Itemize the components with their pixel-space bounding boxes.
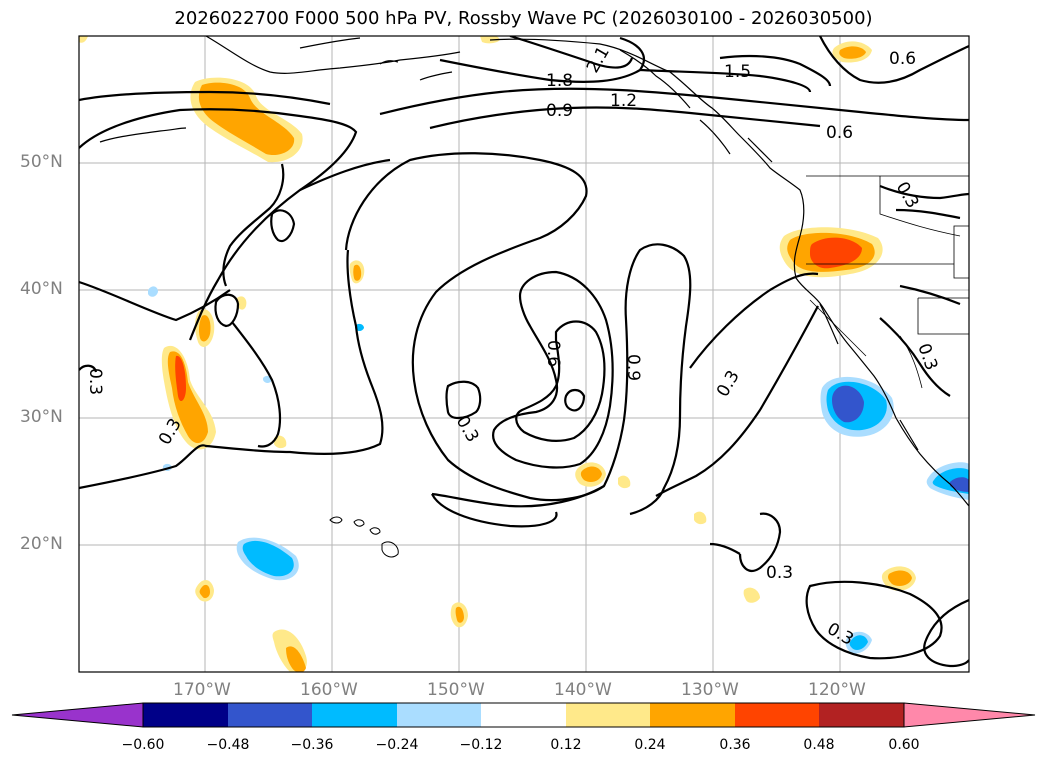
contour-label: 0.3: [85, 368, 105, 395]
colorbar-segment: [819, 703, 904, 727]
lon-tick-label: 150°W: [427, 680, 485, 700]
contour-label: 1.5: [724, 62, 751, 82]
colorbar-tick-label: 0.24: [634, 737, 666, 753]
lon-tick-label: 130°W: [681, 680, 739, 700]
colorbar-tick-label: −0.24: [375, 737, 419, 753]
lon-tick-label: 160°W: [300, 680, 358, 700]
contour-label: 1.2: [610, 91, 637, 111]
colorbar-tick-label: 0.48: [803, 737, 835, 753]
contour-label: 0.9: [623, 354, 643, 381]
colorbar-tick-label: −0.36: [290, 737, 334, 753]
plot-frame: [78, 35, 970, 673]
colorbar-segment: [228, 703, 312, 727]
colorbar-tick-label: 0.12: [550, 737, 582, 753]
colorbar-tick-label: −0.48: [206, 737, 250, 753]
map-title: 2026022700 F000 500 hPa PV, Rossby Wave …: [174, 8, 873, 29]
colorbar-tick-label: −0.60: [121, 737, 165, 753]
colorbar-segment: [143, 703, 228, 727]
contour-label: 0.3: [766, 563, 793, 583]
political-borders: [806, 175, 969, 389]
lat-tick-label: 20°N: [20, 534, 63, 554]
colorbar-segment: [566, 703, 650, 727]
lon-tick-label: 140°W: [554, 680, 612, 700]
contour-label: 0.6: [543, 340, 563, 367]
colorbar-tick-label: −0.12: [459, 737, 503, 753]
coastlines: [99, 36, 969, 507]
contour-label: 0.6: [889, 49, 916, 69]
colorbar: [11, 702, 1036, 728]
colorbar-segment: [735, 703, 819, 727]
lon-tick-label: 170°W: [173, 680, 231, 700]
plot-area: [79, 36, 969, 672]
hawaiian-islands: [329, 516, 399, 558]
colorbar-segment: [397, 703, 481, 727]
colorbar-tick-label: 0.36: [719, 737, 751, 753]
colorbar-extend-min: [11, 702, 144, 728]
gridlines: [79, 36, 969, 672]
colorbar-segment: [650, 703, 735, 727]
contour-label: 0.6: [826, 123, 853, 143]
lat-tick-label: 40°N: [20, 279, 63, 299]
lon-tick-label: 120°W: [808, 680, 866, 700]
lat-tick-label: 50°N: [20, 152, 63, 172]
negative-anomaly-shading: [148, 286, 969, 654]
positive-anomaly-shading: [79, 36, 916, 672]
colorbar-segment: [312, 703, 397, 727]
colorbar-extend-max: [903, 702, 1036, 728]
colorbar-tick-label: 0.60: [888, 737, 920, 753]
colorbar-segment: [481, 703, 566, 727]
contour-label: 1.8: [546, 71, 573, 91]
lat-tick-label: 30°N: [20, 407, 63, 427]
contour-label: 0.9: [546, 101, 573, 121]
pv-contours: [79, 36, 969, 668]
